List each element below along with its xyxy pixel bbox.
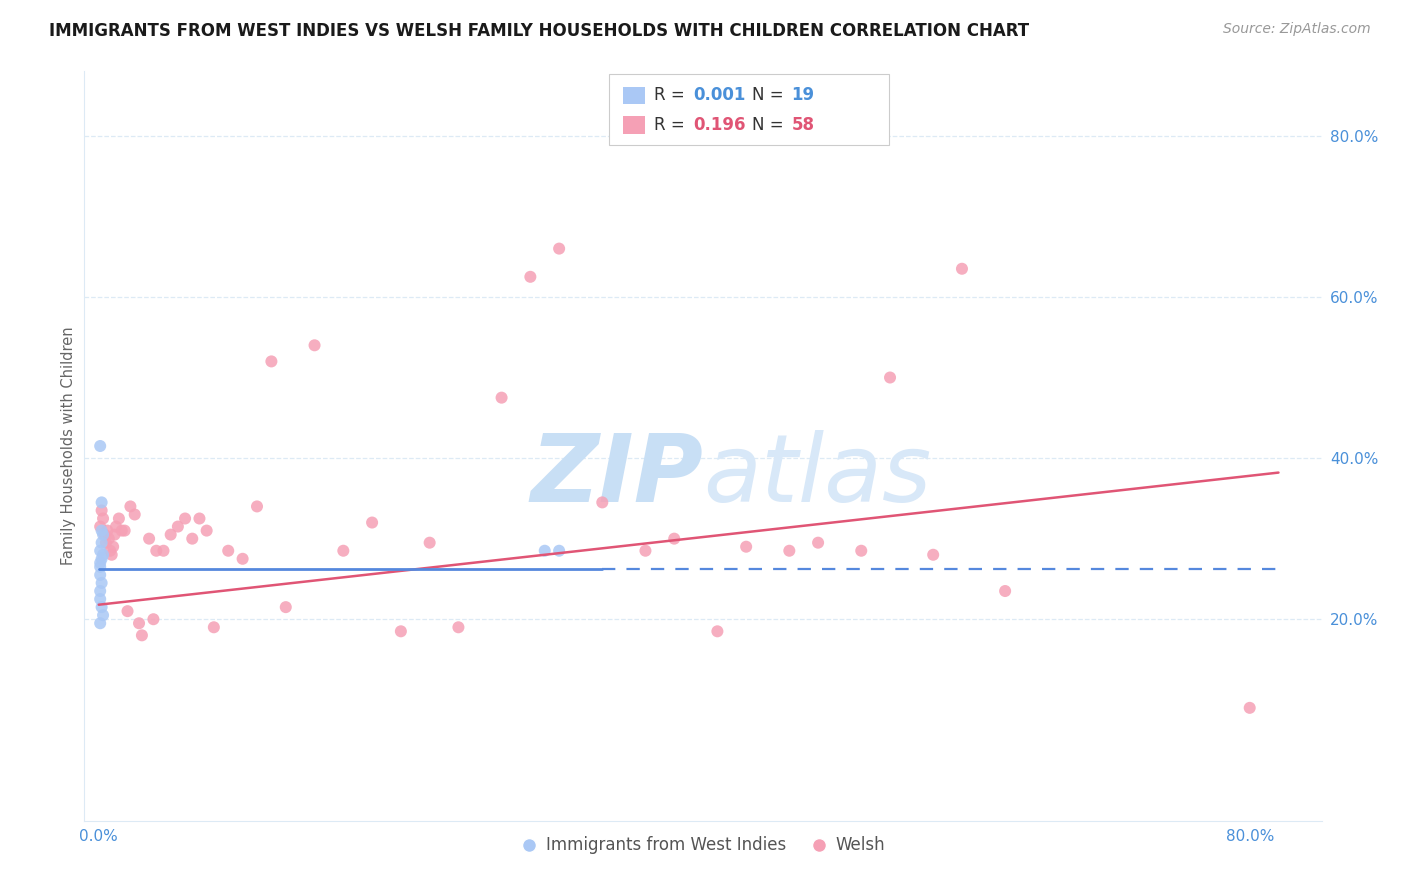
Point	[145, 543, 167, 558]
Point	[807, 535, 830, 549]
Point	[167, 519, 190, 533]
Point	[90, 576, 112, 591]
Point	[548, 543, 571, 558]
Point	[89, 584, 111, 599]
Point	[108, 511, 131, 525]
Point	[91, 511, 114, 525]
Point	[89, 559, 111, 574]
Text: atlas: atlas	[703, 431, 931, 522]
Point	[98, 543, 121, 558]
Point	[159, 527, 181, 541]
Point	[90, 551, 112, 566]
Point	[111, 524, 134, 538]
Point	[735, 540, 758, 554]
Point	[124, 508, 146, 522]
Text: 19: 19	[792, 87, 814, 104]
Point	[778, 543, 800, 558]
Point	[103, 527, 125, 541]
Text: IMMIGRANTS FROM WEST INDIES VS WELSH FAMILY HOUSEHOLDS WITH CHILDREN CORRELATION: IMMIGRANTS FROM WEST INDIES VS WELSH FAM…	[49, 22, 1029, 40]
Point	[533, 543, 555, 558]
Point	[332, 543, 354, 558]
Point	[304, 338, 326, 352]
Text: Source: ZipAtlas.com: Source: ZipAtlas.com	[1223, 22, 1371, 37]
Point	[389, 624, 412, 639]
Point	[706, 624, 728, 639]
Point	[120, 500, 142, 514]
Point	[419, 535, 441, 549]
Text: 58: 58	[792, 116, 814, 134]
Point	[260, 354, 283, 368]
Point	[447, 620, 470, 634]
Point	[90, 495, 112, 509]
Point	[89, 568, 111, 582]
Point	[188, 511, 211, 525]
Point	[548, 242, 571, 256]
Point	[89, 519, 111, 533]
Point	[128, 616, 150, 631]
Text: ZIP: ZIP	[530, 430, 703, 522]
Point	[202, 620, 225, 634]
Point	[89, 616, 111, 631]
Point	[152, 543, 174, 558]
Point	[105, 519, 128, 533]
Point	[91, 548, 114, 562]
Point	[246, 500, 269, 514]
Point	[89, 592, 111, 607]
Point	[94, 535, 117, 549]
Point	[181, 532, 204, 546]
Point	[90, 600, 112, 615]
Point	[91, 527, 114, 541]
Point	[1239, 701, 1261, 715]
Point	[91, 608, 114, 623]
Y-axis label: Family Households with Children: Family Households with Children	[60, 326, 76, 566]
Point	[89, 556, 111, 570]
Point	[90, 503, 112, 517]
Point	[117, 604, 139, 618]
Point	[994, 584, 1017, 599]
Text: N =: N =	[752, 116, 789, 134]
Point	[114, 524, 136, 538]
Text: N =: N =	[752, 87, 789, 104]
Point	[96, 524, 118, 538]
Text: 0.196: 0.196	[693, 116, 745, 134]
Text: R =: R =	[654, 116, 690, 134]
Text: R =: R =	[654, 87, 690, 104]
Point	[879, 370, 901, 384]
Point	[142, 612, 165, 626]
Point	[100, 548, 122, 562]
Point	[138, 532, 160, 546]
Point	[97, 532, 120, 546]
Point	[274, 600, 297, 615]
Point	[217, 543, 239, 558]
Point	[361, 516, 384, 530]
Point	[174, 511, 197, 525]
Point	[634, 543, 657, 558]
Point	[950, 261, 973, 276]
Point	[922, 548, 945, 562]
Point	[93, 527, 115, 541]
Point	[101, 540, 124, 554]
Point	[89, 543, 111, 558]
Point	[131, 628, 153, 642]
Point	[90, 524, 112, 538]
Point	[851, 543, 873, 558]
Text: 0.001: 0.001	[693, 87, 745, 104]
Point	[491, 391, 513, 405]
Point	[90, 535, 112, 549]
Legend: Immigrants from West Indies, Welsh: Immigrants from West Indies, Welsh	[515, 830, 891, 861]
Point	[664, 532, 686, 546]
Point	[519, 269, 541, 284]
Point	[232, 551, 254, 566]
Point	[89, 439, 111, 453]
Point	[591, 495, 613, 509]
Point	[195, 524, 218, 538]
